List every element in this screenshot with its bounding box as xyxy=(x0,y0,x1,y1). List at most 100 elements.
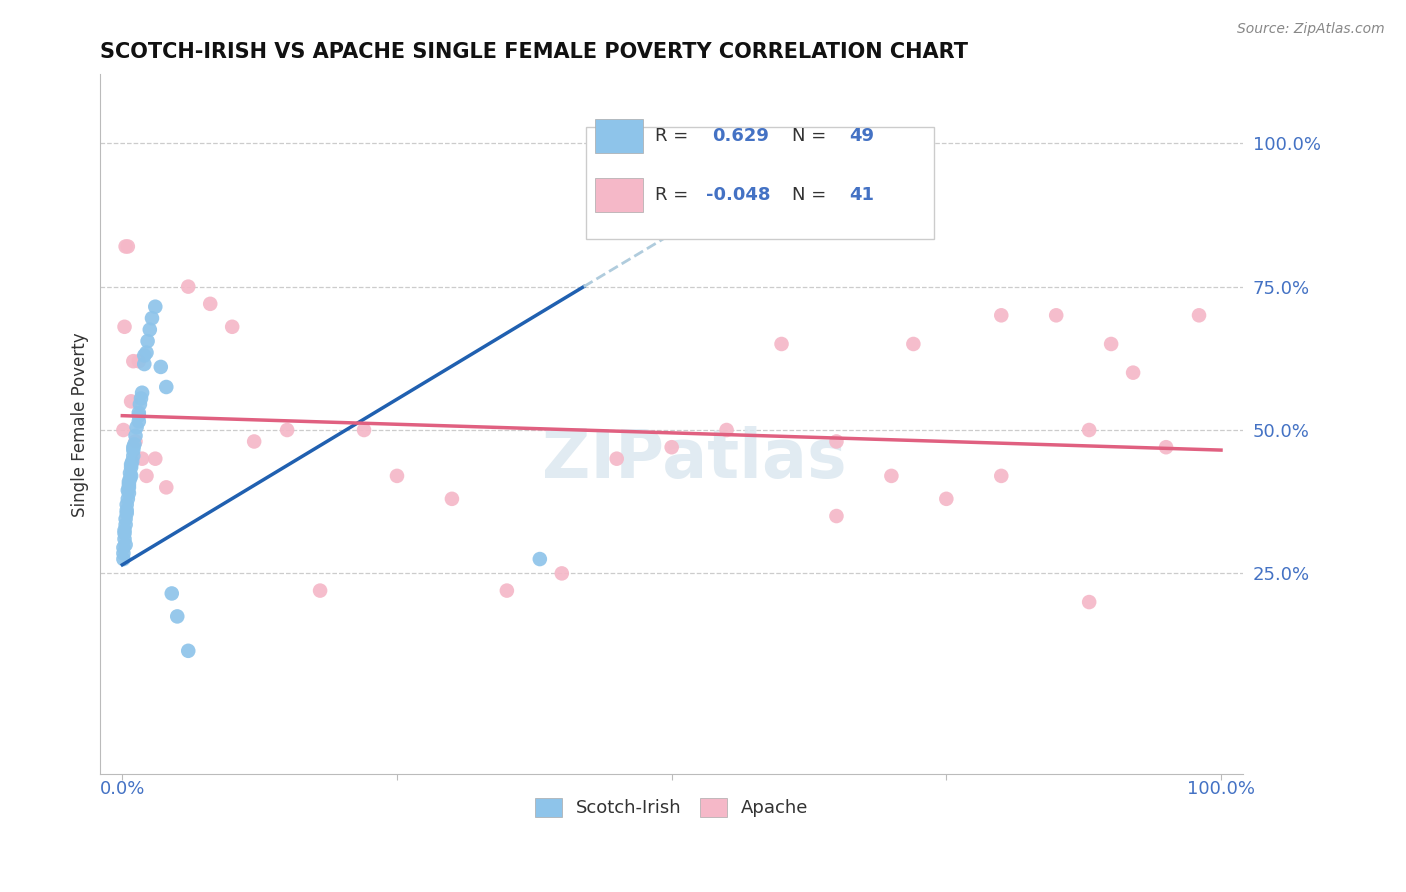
Point xyxy=(115,503,138,517)
Point xyxy=(160,586,183,600)
Point xyxy=(118,480,141,494)
Point xyxy=(166,609,188,624)
Point xyxy=(1045,308,1067,322)
Point xyxy=(115,498,138,512)
Point xyxy=(990,308,1012,322)
Point xyxy=(117,483,139,498)
Point xyxy=(128,409,150,423)
Text: 100.0%: 100.0% xyxy=(1187,780,1256,797)
Point xyxy=(139,323,162,337)
Point xyxy=(143,300,166,314)
Point xyxy=(118,472,141,486)
Point xyxy=(121,454,143,468)
Point xyxy=(825,509,848,524)
Point xyxy=(177,644,200,658)
Point xyxy=(114,526,136,541)
Point xyxy=(129,392,152,406)
Point xyxy=(551,566,574,581)
Point xyxy=(309,583,332,598)
Text: 0.629: 0.629 xyxy=(711,127,769,145)
Point xyxy=(661,440,683,454)
Point xyxy=(221,319,243,334)
Point xyxy=(1078,595,1101,609)
Point xyxy=(770,337,793,351)
Point xyxy=(825,434,848,449)
Point xyxy=(122,449,145,463)
Point xyxy=(134,348,156,362)
Text: R =: R = xyxy=(655,186,693,204)
Point xyxy=(529,552,551,566)
Point xyxy=(134,357,156,371)
FancyBboxPatch shape xyxy=(586,127,935,239)
Point xyxy=(124,429,146,443)
Point xyxy=(128,354,150,368)
Point xyxy=(353,423,375,437)
Point xyxy=(1078,423,1101,437)
Point xyxy=(155,380,177,394)
Text: N =: N = xyxy=(792,186,831,204)
Point xyxy=(124,434,146,449)
Point xyxy=(114,524,136,538)
Point xyxy=(122,443,145,458)
Point xyxy=(155,480,177,494)
Point xyxy=(120,469,142,483)
FancyBboxPatch shape xyxy=(595,178,643,212)
Point xyxy=(114,532,136,546)
Point xyxy=(120,394,142,409)
Point xyxy=(243,434,266,449)
Point xyxy=(115,506,138,520)
Text: R =: R = xyxy=(655,127,693,145)
Point xyxy=(118,486,141,500)
Point xyxy=(122,440,145,454)
Text: 41: 41 xyxy=(849,186,873,204)
Point xyxy=(124,437,146,451)
FancyBboxPatch shape xyxy=(595,119,643,153)
Legend: Scotch-Irish, Apache: Scotch-Irish, Apache xyxy=(527,791,815,824)
Point xyxy=(112,423,135,437)
Point xyxy=(136,334,159,348)
Text: -0.048: -0.048 xyxy=(706,186,770,204)
Point xyxy=(120,458,142,472)
Text: Source: ZipAtlas.com: Source: ZipAtlas.com xyxy=(1237,22,1385,37)
Point xyxy=(131,451,153,466)
Point xyxy=(114,319,136,334)
Point xyxy=(177,279,200,293)
Point xyxy=(131,385,153,400)
Point xyxy=(606,451,628,466)
Point xyxy=(118,466,141,480)
Point xyxy=(135,345,157,359)
Point xyxy=(990,469,1012,483)
Point xyxy=(935,491,957,506)
Point xyxy=(120,460,142,475)
Point xyxy=(114,512,136,526)
Point xyxy=(1099,337,1122,351)
Point xyxy=(114,239,136,253)
Point xyxy=(440,491,463,506)
Point xyxy=(149,359,172,374)
Text: N =: N = xyxy=(792,127,831,145)
Point xyxy=(128,414,150,428)
Point xyxy=(128,406,150,420)
Point xyxy=(122,354,145,368)
Point xyxy=(1122,366,1144,380)
Point xyxy=(112,546,135,560)
Point xyxy=(141,311,163,326)
Point xyxy=(495,583,517,598)
Point xyxy=(1188,308,1211,322)
Point xyxy=(135,469,157,483)
Point xyxy=(880,469,903,483)
Point xyxy=(200,297,222,311)
Point xyxy=(112,552,135,566)
Point xyxy=(118,477,141,491)
Point xyxy=(114,538,136,552)
Y-axis label: Single Female Poverty: Single Female Poverty xyxy=(72,332,89,516)
Text: 0.0%: 0.0% xyxy=(100,780,145,797)
Point xyxy=(716,423,738,437)
Point xyxy=(143,451,166,466)
Point xyxy=(112,541,135,555)
Point xyxy=(276,423,298,437)
Point xyxy=(114,517,136,532)
Point xyxy=(129,397,152,411)
Point xyxy=(118,475,141,489)
Point xyxy=(117,491,139,506)
